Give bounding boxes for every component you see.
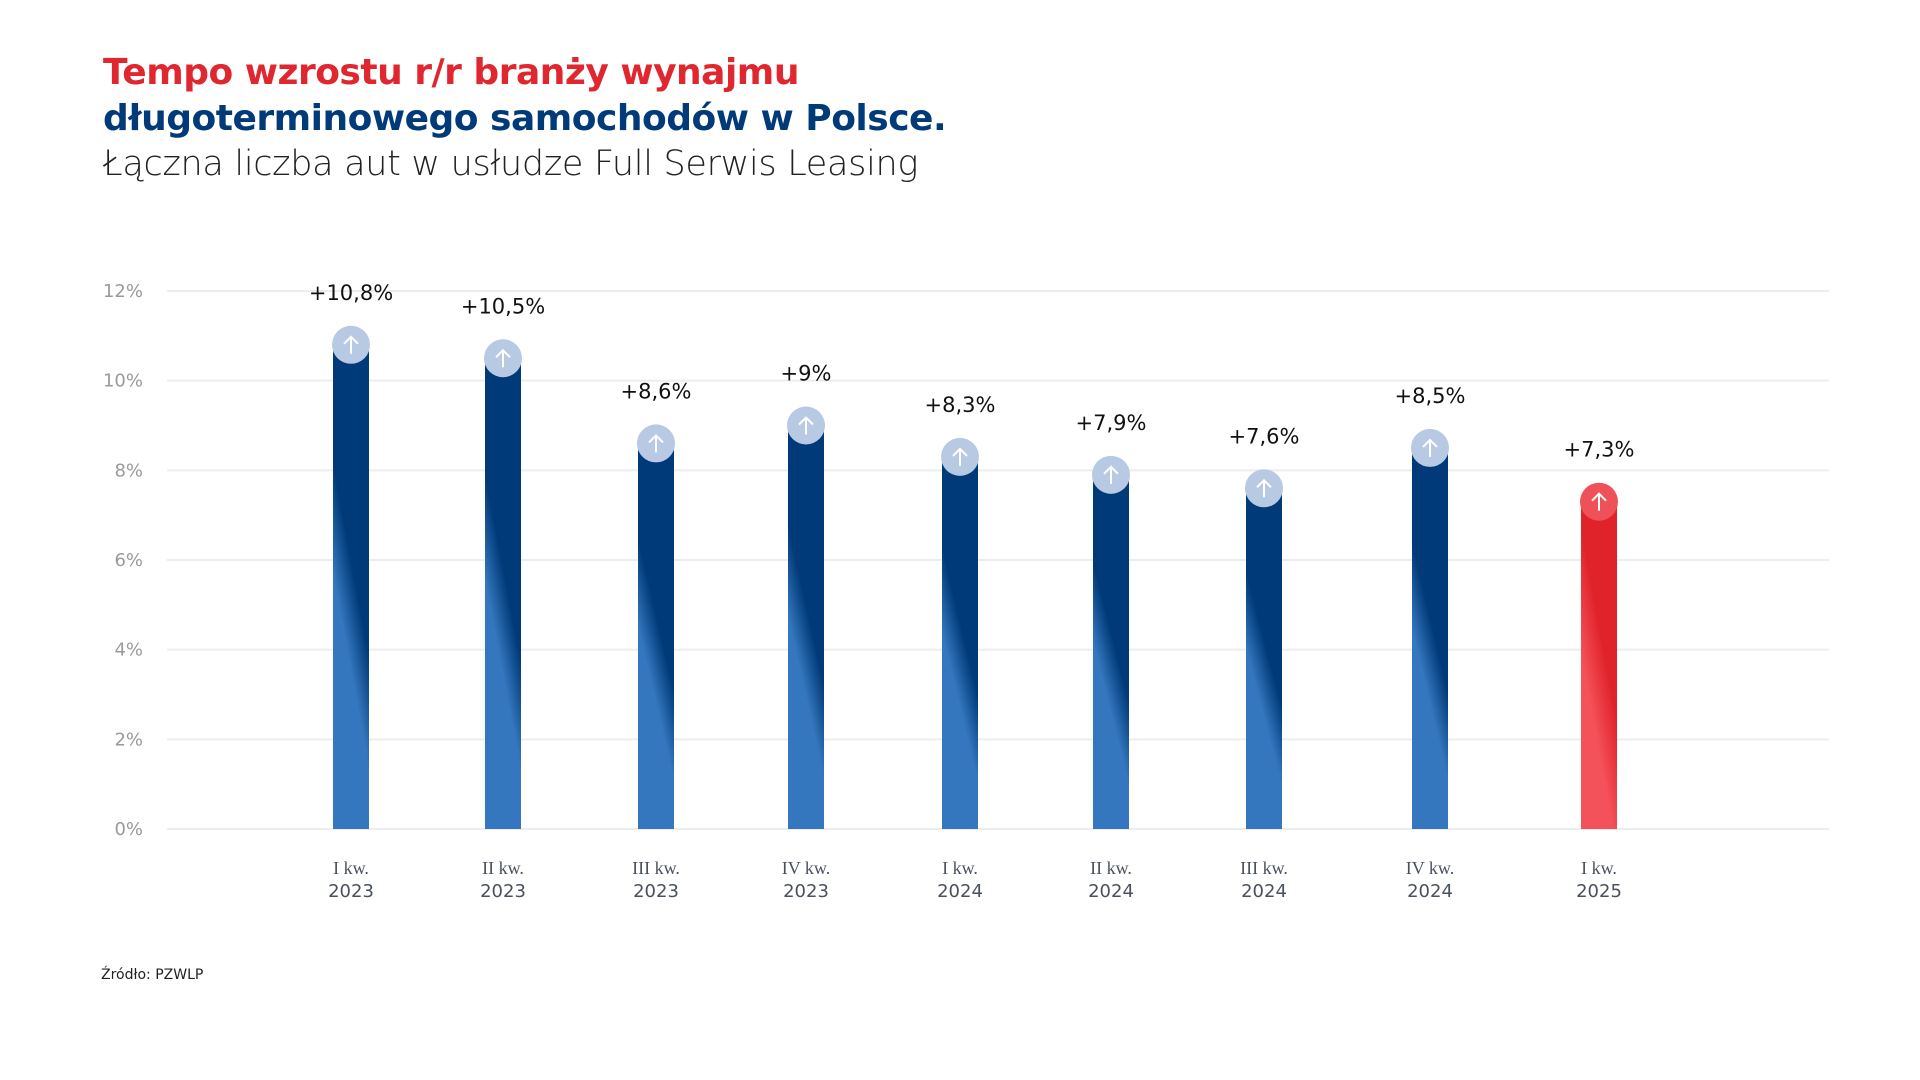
x-tick-label-quarter: II kw. xyxy=(482,858,524,878)
x-tick-label-year: 2023 xyxy=(328,881,374,902)
data-label: +7,6% xyxy=(1229,424,1300,448)
x-tick-label-quarter: IV kw. xyxy=(782,858,831,878)
data-label: +9% xyxy=(781,362,832,386)
y-tick-label: 12% xyxy=(103,281,143,302)
y-tick-label: 4% xyxy=(114,640,143,661)
arrow-up-icon xyxy=(1411,428,1449,467)
x-tick-label-year: 2024 xyxy=(937,881,983,902)
chart-subtitle: Łączna liczba aut w usłudze Full Serwis … xyxy=(103,144,919,184)
x-tick-label-quarter: III kw. xyxy=(632,858,680,878)
data-label: +7,3% xyxy=(1564,438,1635,462)
data-label: +8,3% xyxy=(925,393,996,417)
chart-title-line1: Tempo wzrostu r/r branży wynajmu xyxy=(103,52,799,93)
x-tick-label-quarter: III kw. xyxy=(1240,858,1288,878)
data-label: +7,9% xyxy=(1076,411,1147,435)
bar xyxy=(638,443,674,829)
bar xyxy=(1246,488,1282,829)
data-label: +8,5% xyxy=(1395,384,1466,408)
x-tick-label-quarter: I kw. xyxy=(1581,858,1617,878)
x-tick-label-year: 2023 xyxy=(783,881,829,902)
source-note: Źródło: PZWLP xyxy=(101,967,204,983)
x-tick-label-year: 2024 xyxy=(1407,881,1453,902)
x-tick-label-quarter: I kw. xyxy=(942,858,978,878)
x-tick-label-year: 2023 xyxy=(633,881,679,902)
bar xyxy=(333,344,369,829)
arrow-up-icon xyxy=(787,406,825,445)
y-tick-label: 8% xyxy=(114,460,143,481)
x-tick-label-year: 2023 xyxy=(480,881,526,902)
y-tick-label: 6% xyxy=(114,550,143,571)
x-tick-label-quarter: II kw. xyxy=(1090,858,1132,878)
bar xyxy=(942,456,978,829)
bar xyxy=(1412,447,1448,829)
x-tick-label-quarter: IV kw. xyxy=(1406,858,1455,878)
arrow-up-icon xyxy=(637,424,675,463)
x-tick-label-quarter: I kw. xyxy=(333,858,369,878)
bar xyxy=(1093,474,1129,829)
data-label: +8,6% xyxy=(621,379,692,403)
data-label: +10,8% xyxy=(309,281,393,305)
arrow-up-icon xyxy=(1092,455,1130,494)
y-tick-label: 2% xyxy=(114,729,143,750)
arrow-up-icon xyxy=(1245,469,1283,508)
chart-title-line2: długoterminowego samochodów w Polsce. xyxy=(103,98,947,139)
x-tick-label-year: 2024 xyxy=(1241,881,1287,902)
bar xyxy=(485,358,521,829)
arrow-up-icon xyxy=(941,437,979,476)
bar xyxy=(788,425,824,829)
x-tick-label-year: 2025 xyxy=(1576,881,1622,902)
arrow-up-icon xyxy=(484,339,522,378)
y-tick-label: 10% xyxy=(103,371,143,392)
arrow-up-icon xyxy=(1580,482,1618,521)
arrow-up-icon xyxy=(332,325,370,364)
data-label: +10,5% xyxy=(461,294,545,318)
x-tick-label-year: 2024 xyxy=(1088,881,1134,902)
y-tick-label: 0% xyxy=(114,819,143,840)
bar xyxy=(1581,501,1617,829)
